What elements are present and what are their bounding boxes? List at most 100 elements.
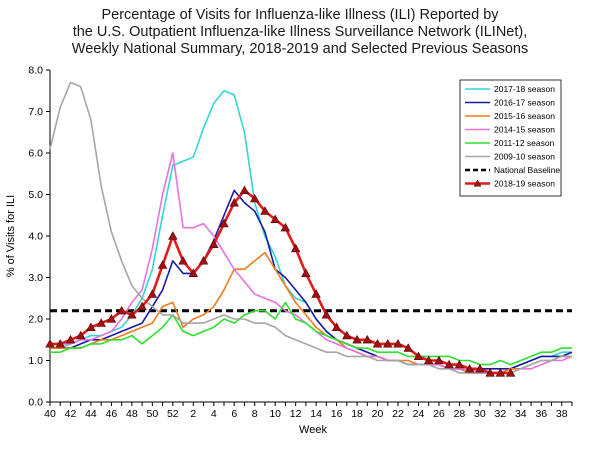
series-line-2016-17-season [50, 189, 573, 370]
x-tick-label: 36 [535, 408, 547, 420]
series-point-2018-19 [342, 330, 352, 340]
x-tick-label: 4 [211, 408, 217, 420]
series-point-2018-19 [331, 322, 342, 331]
x-tick-label: 30 [474, 408, 486, 420]
chart-title-line-1: Percentage of Visits for Influenza-like … [101, 7, 499, 23]
series-point-2018-19 [383, 339, 393, 348]
x-tick-label: 34 [515, 408, 527, 420]
plot-area: 0.01.02.03.04.05.06.07.08.040 42 44 46 48 50 5… [28, 65, 573, 420]
series-point-2018-19 [495, 368, 506, 377]
y-tick-label: 0.0 [28, 397, 43, 409]
series-point-2018-19 [321, 310, 332, 319]
x-tick-label: 44 [85, 408, 97, 420]
series-point-2018-19 [137, 301, 147, 311]
legend-label: 2011-12 season [494, 138, 555, 148]
x-tick-label: 38 [556, 408, 568, 420]
x-tick-label: 24 [413, 408, 425, 420]
legend-item: 2015-16 season [465, 111, 555, 121]
legend-item: 2016-17 season [465, 98, 555, 108]
series-point-2018-19 [485, 368, 495, 377]
y-tick-label: 5.0 [28, 189, 43, 201]
series-point-2018-19 [198, 256, 209, 265]
series-point-2018-19 [75, 330, 86, 340]
series-point-2018-19 [413, 351, 424, 361]
x-tick-label: 22 [392, 408, 404, 420]
legend-item: National Baseline [465, 165, 560, 175]
legend-marker [473, 179, 482, 187]
legend-label: 2016-17 season [494, 98, 555, 108]
legend-item: 2014-15 season [465, 125, 555, 135]
series-point-2018-19 [127, 310, 137, 319]
series-point-2018-19 [116, 305, 127, 315]
series-point-2018-19 [106, 314, 117, 323]
x-tick-label: 16 [331, 408, 343, 420]
series-point-2018-19 [464, 363, 475, 373]
y-tick-label: 3.0 [28, 272, 43, 284]
series-point-2018-19 [280, 222, 291, 232]
x-tick-label: 46 [106, 408, 118, 420]
series-point-2018-19 [372, 339, 383, 348]
legend-item: 2011-12 season [465, 138, 555, 148]
series-point-2018-19 [147, 289, 158, 298]
series-point-2018-19 [188, 268, 199, 278]
series-point-2018-19 [249, 193, 260, 203]
series-point-2018-19 [178, 256, 188, 265]
series-line-2018-19-season [50, 189, 511, 375]
y-tick-label: 2.0 [28, 314, 43, 326]
x-tick-label: 40 [44, 408, 56, 420]
series-point-2018-19 [86, 322, 96, 331]
series-point-2018-19 [475, 363, 485, 373]
x-tick-label: 6 [231, 408, 237, 420]
legend-label: National Baseline [494, 165, 560, 175]
legend-item: 2009-10 season [465, 152, 555, 162]
series-point-2018-19 [362, 334, 373, 344]
chart-title-line-2: the U.S. Outpatient Influenza-like Illne… [73, 24, 528, 40]
y-axis-label: % of Visits for ILI [5, 195, 17, 277]
legend-item: 2018-19 season [465, 179, 555, 189]
series-point-2018-19 [239, 185, 250, 195]
series-point-2018-19 [393, 339, 403, 348]
series-point-2018-19 [55, 339, 65, 348]
legend-label: 2018-19 season [494, 179, 555, 189]
chart-title-line-3: Weekly National Summary, 2018-2019 and S… [72, 41, 528, 57]
series-point-2018-19 [157, 260, 168, 269]
legend-item: 2017-18 season [465, 84, 555, 94]
series-point-2018-19 [96, 318, 106, 327]
series-point-2018-19 [434, 355, 444, 365]
series-point-2018-19 [301, 268, 311, 278]
series-point-2018-19 [454, 359, 465, 369]
series-point-2018-19 [423, 355, 434, 365]
x-tick-label: 2 [190, 408, 196, 420]
x-tick-label: 42 [65, 408, 77, 420]
x-tick-label: 48 [126, 408, 138, 420]
x-tick-label: 52 [167, 408, 179, 420]
x-tick-label: 14 [310, 408, 322, 420]
series-point-2018-19 [290, 243, 301, 253]
legend-label: 2017-18 season [494, 84, 555, 94]
y-tick-label: 7.0 [28, 106, 43, 118]
series-point-2018-19 [168, 231, 178, 240]
series-point-2018-19 [45, 339, 55, 348]
x-tick-label: 28 [454, 408, 466, 420]
y-tick-label: 1.0 [28, 355, 43, 367]
series-point-2018-19 [505, 368, 516, 377]
x-tick-label: 12 [290, 408, 302, 420]
series-point-2018-19 [352, 334, 362, 344]
x-tick-label: 10 [269, 408, 281, 420]
x-axis-label: Week [299, 424, 327, 436]
series-point-2018-19 [311, 289, 321, 298]
legend-label: 2009-10 season [494, 152, 555, 162]
series-point-2018-19 [65, 334, 76, 344]
x-tick-label: 18 [351, 408, 363, 420]
series-point-2018-19 [270, 214, 280, 224]
series-line-2009-10-season [49, 81, 572, 374]
x-tick-label: 26 [433, 408, 445, 420]
legend: 2017-18 season 2016-17 season 2015-16 seas… [459, 79, 562, 197]
legend-label: 2014-15 season [494, 125, 555, 135]
series-point-2018-19 [229, 197, 239, 207]
x-tick-label: 32 [495, 408, 507, 420]
series-point-2018-19 [444, 359, 454, 369]
x-tick-label: 20 [372, 408, 384, 420]
series-point-2018-19 [209, 239, 219, 248]
